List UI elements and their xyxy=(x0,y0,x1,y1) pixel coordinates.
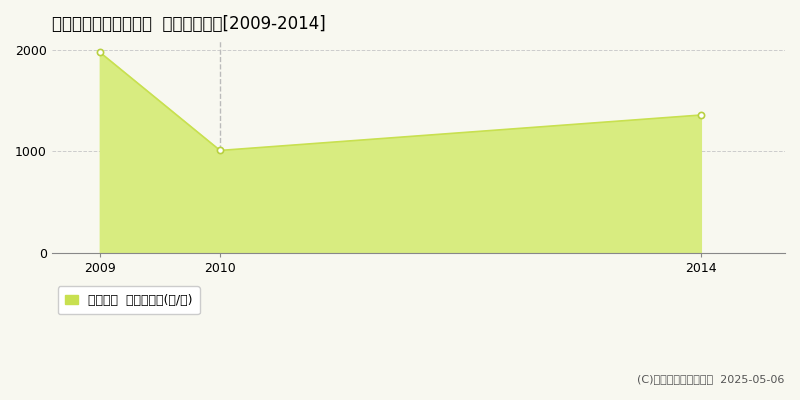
Point xyxy=(214,147,226,154)
Text: 南会津郡南会津町木伏  農地価格推移[2009-2014]: 南会津郡南会津町木伏 農地価格推移[2009-2014] xyxy=(52,15,326,33)
Legend: 農地価格  平均坪単価(円/坪): 農地価格 平均坪単価(円/坪) xyxy=(58,286,200,314)
Text: (C)土地価格ドットコム  2025-05-06: (C)土地価格ドットコム 2025-05-06 xyxy=(637,374,784,384)
Point xyxy=(694,112,707,118)
Point xyxy=(94,49,106,56)
